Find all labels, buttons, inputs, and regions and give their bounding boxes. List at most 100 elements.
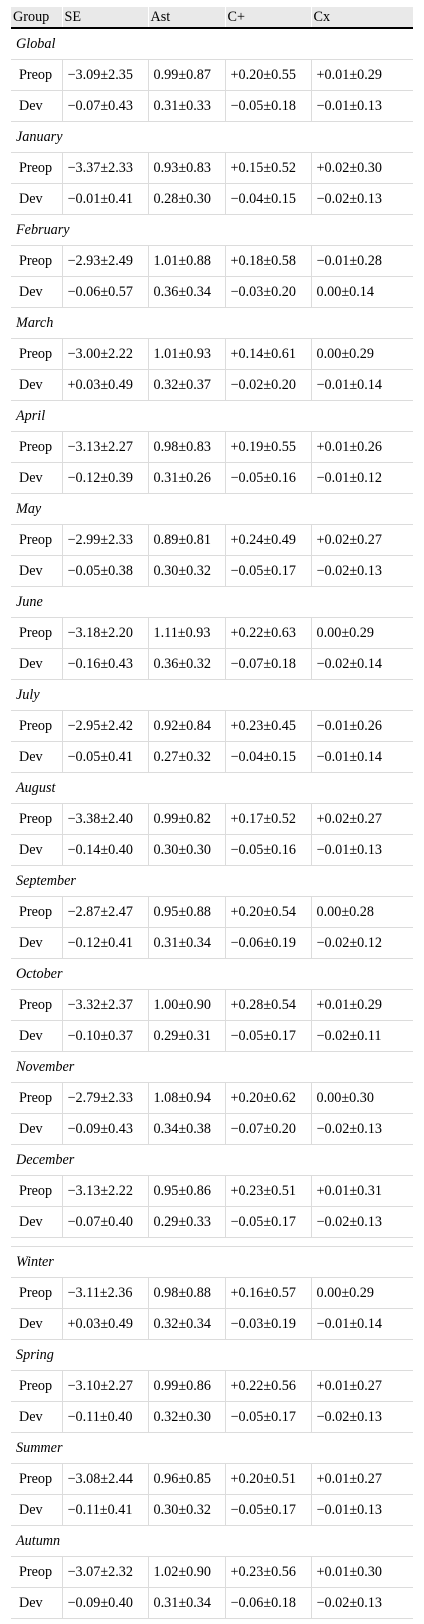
- spacer-cell: [11, 1237, 413, 1247]
- table-row: Preop −2.79±2.33 1.08±0.94 +0.20±0.62 0.00±0…: [11, 1082, 413, 1114]
- table-row: Preop −3.13±2.22 0.95±0.86 +0.23±0.51 +0.01±…: [11, 1175, 413, 1207]
- row-label: Dev: [11, 834, 62, 866]
- value-cell: −2.87±2.47: [61, 896, 148, 928]
- value-cell: −0.03±0.20: [224, 276, 311, 308]
- table-row: Preop −3.07±2.32 1.02±0.90 +0.23±0.56 +0.01±…: [11, 1556, 413, 1588]
- value-cell: −0.02±0.13: [310, 1206, 413, 1238]
- value-cell: 0.00±0.29: [310, 1277, 413, 1309]
- value-cell: −0.05±0.18: [224, 90, 311, 122]
- value-cell: +0.02±0.30: [310, 152, 413, 184]
- value-cell: −0.05±0.17: [224, 1020, 311, 1052]
- table-row: Preop −3.37±2.33 0.93±0.83 +0.15±0.52 +0.02±…: [11, 152, 413, 184]
- value-cell: +0.03±0.49: [61, 1308, 148, 1340]
- value-cell: −3.00±2.22: [61, 338, 148, 370]
- value-cell: +0.14±0.61: [224, 338, 311, 370]
- value-cell: 1.11±0.93: [147, 617, 225, 649]
- row-label: Dev: [11, 1587, 62, 1619]
- table-row: Dev +0.03±0.49 0.32±0.37 −0.02±0.20 −0.01±0.…: [11, 369, 413, 401]
- group-row: May: [11, 493, 413, 525]
- row-label: Preop: [11, 431, 62, 463]
- value-cell: 0.29±0.31: [147, 1020, 225, 1052]
- table-row: Preop −3.13±2.27 0.98±0.83 +0.19±0.55 +0.01±…: [11, 431, 413, 463]
- table-row: Preop −3.09±2.35 0.99±0.87 +0.20±0.55 +0.01±…: [11, 59, 413, 91]
- value-cell: +0.16±0.57: [224, 1277, 311, 1309]
- value-cell: +0.23±0.51: [224, 1175, 311, 1207]
- header-ast: Ast: [147, 7, 225, 29]
- table-row: Preop −3.00±2.22 1.01±0.93 +0.14±0.61 0.00±0…: [11, 338, 413, 370]
- results-table: Group SE Ast C+ Cx Global Preop −3.09±2.35…: [11, 7, 413, 1619]
- value-cell: 0.99±0.82: [147, 803, 225, 835]
- value-cell: −0.07±0.43: [61, 90, 148, 122]
- value-cell: −0.04±0.15: [224, 741, 311, 773]
- value-cell: −0.01±0.14: [310, 369, 413, 401]
- value-cell: 0.89±0.81: [147, 524, 225, 556]
- group-row: January: [11, 121, 413, 153]
- value-cell: −0.02±0.11: [310, 1020, 413, 1052]
- value-cell: −0.04±0.15: [224, 183, 311, 215]
- group-row: Summer: [11, 1432, 413, 1464]
- value-cell: 0.00±0.14: [310, 276, 413, 308]
- group-row: February: [11, 214, 413, 246]
- group-label: October: [11, 958, 413, 990]
- value-cell: −0.07±0.40: [61, 1206, 148, 1238]
- value-cell: −0.07±0.18: [224, 648, 311, 680]
- row-label: Dev: [11, 1308, 62, 1340]
- value-cell: −0.01±0.28: [310, 245, 413, 277]
- value-cell: −0.05±0.16: [224, 834, 311, 866]
- value-cell: 0.95±0.86: [147, 1175, 225, 1207]
- value-cell: +0.20±0.62: [224, 1082, 311, 1114]
- value-cell: 0.29±0.33: [147, 1206, 225, 1238]
- value-cell: −3.07±2.32: [61, 1556, 148, 1588]
- table-row: Dev −0.06±0.57 0.36±0.34 −0.03±0.20 0.00±0.1…: [11, 276, 413, 308]
- header-se: SE: [61, 7, 148, 29]
- group-row: September: [11, 865, 413, 897]
- table-header-row: Group SE Ast C+ Cx: [11, 7, 413, 29]
- table-row: Dev −0.01±0.41 0.28±0.30 −0.04±0.15 −0.02±0.…: [11, 183, 413, 215]
- value-cell: −0.02±0.13: [310, 555, 413, 587]
- value-cell: 0.32±0.34: [147, 1308, 225, 1340]
- value-cell: 0.30±0.30: [147, 834, 225, 866]
- header-group: Group: [11, 7, 62, 29]
- value-cell: +0.22±0.56: [224, 1370, 311, 1402]
- value-cell: +0.23±0.45: [224, 710, 311, 742]
- header-c-plus: C+: [224, 7, 311, 29]
- group-row: November: [11, 1051, 413, 1083]
- row-label: Dev: [11, 1113, 62, 1145]
- table-row: Preop −2.99±2.33 0.89±0.81 +0.24±0.49 +0.02±…: [11, 524, 413, 556]
- group-label: Summer: [11, 1432, 413, 1464]
- row-label: Preop: [11, 524, 62, 556]
- header-cx: Cx: [310, 7, 413, 29]
- value-cell: −0.05±0.41: [61, 741, 148, 773]
- row-label: Dev: [11, 276, 62, 308]
- value-cell: −0.06±0.18: [224, 1587, 311, 1619]
- value-cell: −3.37±2.33: [61, 152, 148, 184]
- row-label: Dev: [11, 183, 62, 215]
- row-label: Preop: [11, 1082, 62, 1114]
- table-row: Dev −0.05±0.38 0.30±0.32 −0.05±0.17 −0.02±0.…: [11, 555, 413, 587]
- row-label: Dev: [11, 927, 62, 959]
- row-label: Preop: [11, 710, 62, 742]
- value-cell: +0.20±0.55: [224, 59, 311, 91]
- value-cell: +0.28±0.54: [224, 989, 311, 1021]
- row-label: Preop: [11, 338, 62, 370]
- group-label: Winter: [11, 1246, 413, 1278]
- value-cell: −0.02±0.13: [310, 1401, 413, 1433]
- row-label: Dev: [11, 741, 62, 773]
- row-label: Preop: [11, 989, 62, 1021]
- value-cell: −3.13±2.27: [61, 431, 148, 463]
- value-cell: −3.38±2.40: [61, 803, 148, 835]
- group-label: September: [11, 865, 413, 897]
- group-row: March: [11, 307, 413, 339]
- value-cell: −0.01±0.14: [310, 1308, 413, 1340]
- value-cell: +0.01±0.27: [310, 1463, 413, 1495]
- value-cell: 0.34±0.38: [147, 1113, 225, 1145]
- group-label: November: [11, 1051, 413, 1083]
- value-cell: 0.32±0.37: [147, 369, 225, 401]
- table-row: Preop −3.10±2.27 0.99±0.86 +0.22±0.56 +0.01±…: [11, 1370, 413, 1402]
- value-cell: 0.00±0.29: [310, 617, 413, 649]
- row-label: Dev: [11, 369, 62, 401]
- value-cell: +0.01±0.27: [310, 1370, 413, 1402]
- group-row: Spring: [11, 1339, 413, 1371]
- value-cell: +0.02±0.27: [310, 803, 413, 835]
- table-row: Dev −0.11±0.41 0.30±0.32 −0.05±0.17 −0.01±0.…: [11, 1494, 413, 1526]
